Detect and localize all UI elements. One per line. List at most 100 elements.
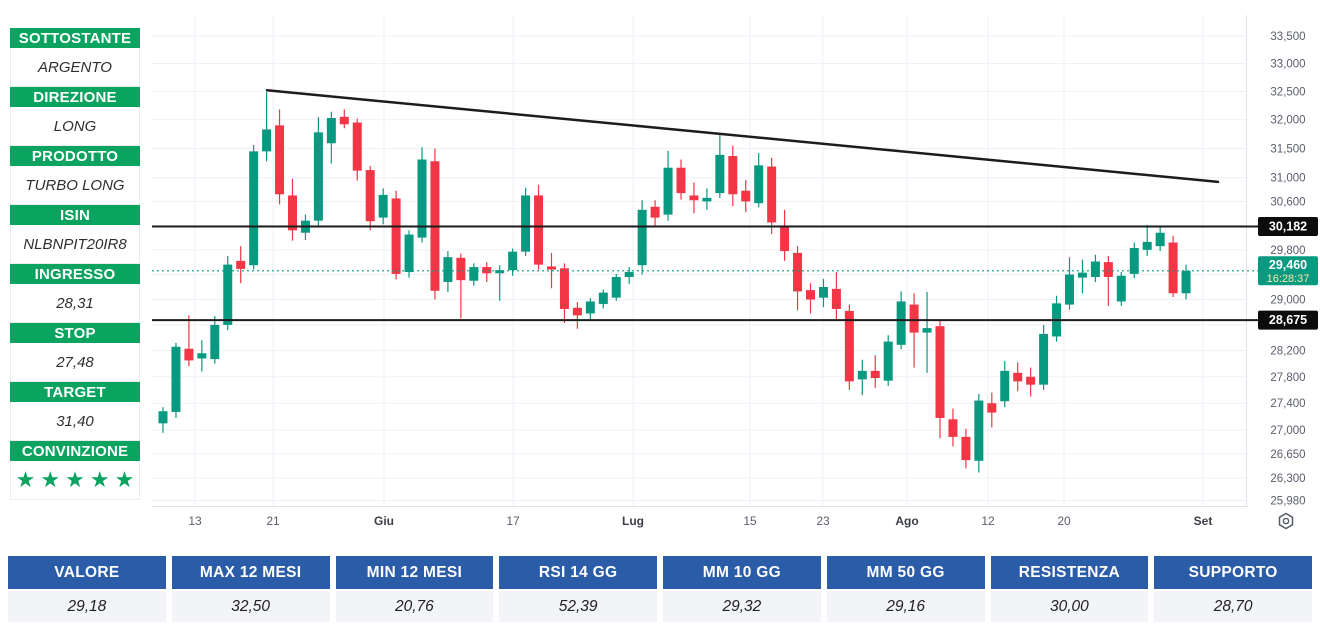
stats-table: VALORE MAX 12 MESI MIN 12 MESI RSI 14 GG… <box>8 556 1312 622</box>
candle <box>508 248 518 276</box>
candle <box>275 109 285 205</box>
candle <box>171 342 181 418</box>
price-axis[interactable]: 33,500 33,000 32,500 32,000 31,500 31,000 30,6… <box>1270 31 1305 507</box>
candle <box>818 278 828 308</box>
svg-text:29,800: 29,800 <box>1270 245 1305 257</box>
candle <box>1077 259 1087 294</box>
candle <box>987 392 997 428</box>
candle <box>922 291 932 373</box>
svg-text:27,800: 27,800 <box>1270 372 1305 384</box>
svg-text:Set: Set <box>1194 514 1213 528</box>
svg-text:26,650: 26,650 <box>1270 449 1305 461</box>
candle <box>456 253 466 319</box>
candle <box>1090 254 1100 282</box>
candle <box>547 252 556 289</box>
candle <box>236 246 246 284</box>
candle <box>598 289 608 309</box>
candle <box>702 188 712 210</box>
sidebar-label-stop: STOP <box>10 323 140 343</box>
candle <box>637 200 647 275</box>
candle <box>974 393 984 473</box>
stats-header-valore: VALORE <box>8 556 166 589</box>
svg-text:25,980: 25,980 <box>1270 495 1305 507</box>
candle <box>909 293 919 368</box>
sidebar-label-ingresso: INGRESSO <box>10 264 140 284</box>
candle <box>935 319 945 439</box>
stats-value-resistenza: 30,00 <box>990 591 1149 622</box>
candle <box>223 255 233 331</box>
candle <box>870 355 880 388</box>
stats-value-min12: 20,76 <box>335 591 494 622</box>
stats-header-resistenza: RESISTENZA <box>990 556 1149 589</box>
stats-value-mm50: 29,16 <box>826 591 985 622</box>
candle <box>754 153 764 208</box>
candle <box>1142 224 1152 256</box>
candle <box>948 408 958 447</box>
stats-header-mm10: MM 10 GG <box>663 556 821 589</box>
candle <box>404 230 414 278</box>
star-icon: ★ <box>114 467 140 492</box>
candle <box>365 165 375 231</box>
candle <box>495 265 505 301</box>
stats-header-supporto: SUPPORTO <box>1154 556 1312 589</box>
candle <box>689 182 699 214</box>
sidebar-value-target: 31,40 <box>10 402 140 441</box>
candle <box>391 190 401 280</box>
candle <box>1116 272 1126 306</box>
stats-value-max12: 32,50 <box>171 591 330 622</box>
stats-value-supporto: 28,70 <box>1154 591 1312 622</box>
svg-text:29,460: 29,460 <box>1269 258 1307 272</box>
candle <box>611 273 621 301</box>
sidebar-value-prodotto: TURBO LONG <box>10 166 140 205</box>
time-axis[interactable]: 13 21 Giu 17 Lug 15 23 Ago 12 20 Set <box>188 514 1212 528</box>
sidebar-label-isin: ISIN <box>10 205 140 225</box>
candle <box>443 251 453 292</box>
candle <box>482 262 492 282</box>
candle <box>961 428 971 469</box>
candle <box>650 200 660 227</box>
candle <box>715 135 725 198</box>
settings-icon[interactable] <box>1278 512 1294 530</box>
candle <box>1026 367 1036 397</box>
candle <box>521 187 531 256</box>
candle <box>806 283 815 314</box>
candle <box>352 118 362 181</box>
candle <box>1129 242 1139 279</box>
stats-value-mm10: 29,32 <box>663 591 821 622</box>
candle <box>210 315 220 364</box>
candle <box>184 315 194 367</box>
stats-header-rsi: RSI 14 GG <box>499 556 657 589</box>
resistance-line: 30,182 <box>152 217 1318 237</box>
svg-text:32,500: 32,500 <box>1270 86 1305 98</box>
candle <box>417 147 427 243</box>
sidebar-label-prodotto: PRODOTTO <box>10 146 140 166</box>
candle <box>378 188 388 225</box>
stats-value-rsi: 52,39 <box>499 591 657 622</box>
candle <box>1168 235 1178 298</box>
svg-text:27,000: 27,000 <box>1270 425 1305 437</box>
candle <box>1039 324 1049 390</box>
support-line: 28,675 <box>152 310 1318 330</box>
stats-value-valore: 29,18 <box>8 591 166 622</box>
svg-text:21: 21 <box>266 514 280 528</box>
star-icon: ★ <box>40 467 66 492</box>
candle <box>197 340 207 372</box>
candle <box>585 298 595 320</box>
candle <box>1000 361 1010 408</box>
candle <box>663 150 673 221</box>
svg-text:Ago: Ago <box>895 514 918 528</box>
candle <box>767 157 777 234</box>
svg-text:12: 12 <box>981 514 995 528</box>
star-icon: ★ <box>89 467 115 492</box>
sidebar-label-direzione: DIREZIONE <box>10 87 140 107</box>
candle <box>469 263 479 286</box>
candle <box>1065 257 1074 310</box>
candle <box>430 148 440 300</box>
svg-text:26,300: 26,300 <box>1270 473 1305 485</box>
candle <box>676 159 686 200</box>
sidebar-label-target: TARGET <box>10 382 140 402</box>
svg-text:20: 20 <box>1057 514 1071 528</box>
sidebar-value-isin: NLBNPIT20IR8 <box>10 225 140 264</box>
